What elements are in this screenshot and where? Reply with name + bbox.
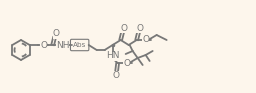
Text: Abs: Abs <box>73 42 86 48</box>
Text: O: O <box>40 40 47 49</box>
Text: O: O <box>142 36 149 44</box>
Text: NH: NH <box>56 40 69 49</box>
FancyBboxPatch shape <box>70 39 89 51</box>
Text: O: O <box>136 24 143 33</box>
Text: O: O <box>53 29 60 39</box>
Text: O: O <box>112 70 119 80</box>
Text: O: O <box>123 58 130 68</box>
Text: O: O <box>120 24 127 33</box>
Text: HN: HN <box>106 52 119 61</box>
